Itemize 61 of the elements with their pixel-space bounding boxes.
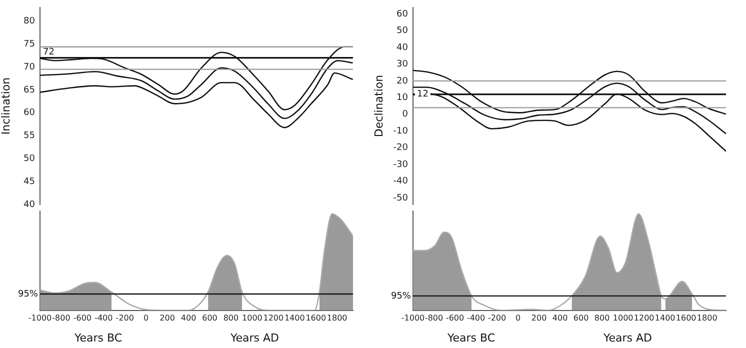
x-tick-label: 1000 (612, 313, 634, 322)
text: Years BC (73, 331, 122, 344)
x-tick-label: -800 (52, 313, 70, 322)
x-tick-label: 1600 (676, 313, 696, 322)
y-tick-label: 55 (24, 131, 35, 142)
x-tick-label: 200 (160, 313, 175, 322)
x-tick-label: 1800 (696, 313, 718, 322)
x-tick-label: -400 (94, 313, 113, 322)
y-tick-label: -30 (393, 160, 408, 170)
x-tick-label: 1600 (306, 313, 326, 322)
y-tick-label: -10 (393, 126, 408, 136)
y-axis-title: Inclination (0, 77, 12, 135)
y-tick-label: 45 (24, 177, 35, 188)
y-tick-label: 40 (396, 42, 408, 53)
x-tick-label: 1000 (242, 313, 262, 322)
y-tick-label: 50 (396, 26, 408, 36)
x-tick-label: -200 (488, 313, 506, 322)
x-tick-label: -800 (424, 313, 444, 322)
y-tick-label: 40 (24, 200, 36, 210)
x-tick-label: -600 (73, 313, 92, 322)
x-tick-label: 600 (202, 313, 218, 322)
x-tick-label: -1000 (28, 313, 52, 322)
x-tick-label: -200 (116, 313, 134, 322)
text: Years AD (602, 331, 652, 344)
y-tick-label: 60 (24, 108, 36, 118)
y-tick-label: -40 (393, 176, 408, 187)
x-tick-label: 1400 (654, 313, 676, 322)
y-tick-label: -20 (393, 143, 408, 154)
x-tick-label: -600 (446, 313, 464, 322)
text: 95% (18, 289, 38, 300)
x-tick-label: 1200 (263, 313, 284, 322)
y-tick-label: 65 (24, 85, 35, 96)
x-tick-label: 1200 (634, 313, 654, 322)
x-tick-label: 400 (552, 313, 568, 322)
x-tick-label: -1000 (401, 313, 425, 322)
y-tick-label: 80 (24, 16, 36, 26)
y-tick-label: 50 (24, 154, 36, 164)
x-tick-label: 600 (573, 313, 589, 322)
ref-line-label: 72 (43, 48, 54, 58)
y-tick-label: 60 (396, 9, 408, 20)
x-tick-label: 400 (180, 313, 196, 322)
x-tick-label: 1800 (326, 313, 348, 322)
x-tick-label: 0 (144, 313, 149, 322)
text: Years AD (229, 331, 280, 344)
text: 95% (390, 291, 412, 302)
text: Years BC (446, 331, 496, 344)
x-tick-label: 200 (531, 313, 547, 322)
x-tick-label: 1400 (284, 313, 305, 322)
y-tick-label: 0 (402, 110, 408, 120)
y-tick-label: 10 (396, 92, 408, 103)
x-tick-label: -400 (466, 313, 486, 322)
y-axis-title: Declination (372, 74, 386, 138)
y-tick-label: 20 (396, 76, 408, 86)
x-tick-label: 0 (515, 313, 521, 322)
y-tick-label: -50 (393, 193, 408, 204)
y-tick-label: 70 (24, 62, 36, 72)
x-tick-label: 800 (594, 313, 610, 322)
x-tick-label: 800 (223, 313, 239, 322)
y-tick-label: 30 (396, 60, 408, 70)
ref-line-label: 12 (417, 90, 428, 100)
y-tick-label: 75 (24, 39, 35, 50)
